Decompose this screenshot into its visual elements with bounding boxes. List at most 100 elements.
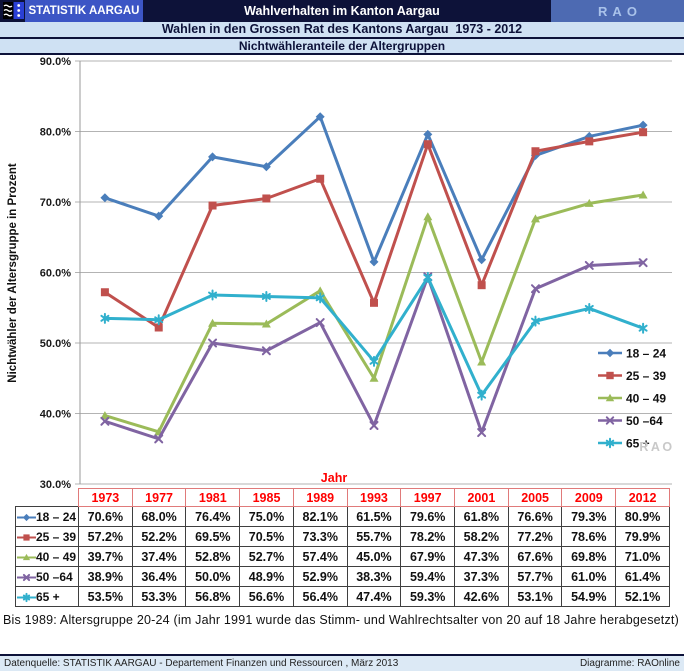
marker-square — [477, 281, 486, 290]
value-cell: 82.1% — [292, 506, 348, 527]
y-tick-label: 90.0% — [40, 56, 71, 68]
marker-square — [531, 147, 540, 156]
value-cell: 52.1% — [615, 586, 670, 607]
value-cell: 52.8% — [185, 546, 241, 567]
marker-square — [262, 194, 271, 203]
marker-square — [639, 128, 648, 137]
value-cell: 71.0% — [615, 546, 670, 567]
series-label: 40 – 49 — [36, 549, 77, 564]
marker-x — [477, 428, 487, 438]
table-row: 40 – 49 39.7% 37.4% 52.8% 52.7% 57.4% 45.0% 67.… — [15, 546, 670, 567]
divider — [0, 53, 684, 55]
marker-x — [605, 416, 615, 425]
value-cell: 79.9% — [615, 526, 670, 547]
value-cell: 78.2% — [400, 526, 456, 547]
legend-item-0: 18 – 24 — [598, 347, 666, 361]
marker-diamond — [208, 152, 218, 162]
year-header: 1989 — [292, 488, 348, 507]
value-cell: 48.9% — [239, 566, 294, 587]
year-header: 2009 — [561, 488, 617, 507]
series-line-0 — [103, 115, 645, 264]
value-cell: 61.8% — [454, 506, 509, 527]
value-cell: 59.3% — [400, 586, 456, 607]
value-cell: 80.9% — [615, 506, 670, 527]
table-row: 50 –64 38.9% 36.4% 50.0% 48.9% 52.9% 38.3% 59.4… — [15, 566, 670, 587]
y-tick-label: 70.0% — [40, 197, 71, 209]
year-header: 1981 — [185, 488, 241, 507]
value-cell: 70.5% — [239, 526, 294, 547]
marker-x — [369, 420, 379, 430]
legend-label: 65 + — [626, 437, 650, 451]
marker-diamond — [369, 257, 379, 267]
value-cell: 77.2% — [507, 526, 563, 547]
year-header: 1973 — [78, 488, 133, 507]
footer-bar: Datenquelle: STATISTIK AARGAU - Departem… — [0, 654, 684, 671]
value-cell: 58.2% — [454, 526, 509, 547]
table-row: 65 + 53.5% 53.3% 56.8% 56.6% 56.4% 47.4% 59.3% 4… — [15, 586, 670, 607]
table-corner-cell — [16, 489, 79, 507]
legend-label: 25 – 39 — [626, 369, 666, 383]
value-cell: 53.3% — [131, 586, 187, 607]
brand-badge: STATISTIK AARGAU — [25, 0, 143, 22]
marker-triangle — [100, 411, 110, 420]
footnote: Bis 1989: Altersgruppe 20-24 (im Jahr 19… — [3, 613, 679, 627]
x-icon — [17, 573, 36, 581]
marker-diamond — [315, 112, 325, 122]
value-cell: 38.9% — [78, 566, 133, 587]
legend-label: 18 – 24 — [626, 347, 666, 361]
value-cell: 57.4% — [292, 546, 348, 567]
aargau-flag-icon — [3, 2, 24, 19]
marker-square — [585, 137, 594, 146]
marker-diamond — [638, 120, 648, 130]
value-cell: 52.9% — [292, 566, 348, 587]
y-tick-label: 50.0% — [40, 338, 71, 350]
y-tick-label: 40.0% — [40, 409, 71, 421]
year-header: 1985 — [239, 488, 294, 507]
value-cell: 37.4% — [131, 546, 187, 567]
marker-square — [208, 201, 217, 210]
value-cell: 78.6% — [561, 526, 617, 547]
marker-square — [100, 288, 109, 297]
value-cell: 61.4% — [615, 566, 670, 587]
rao-watermark: RAO — [639, 440, 674, 454]
marker-triangle — [369, 373, 379, 382]
series-line-1 — [103, 130, 645, 329]
marker-diamond — [100, 193, 110, 203]
marker-triangle — [638, 190, 648, 199]
value-cell: 57.7% — [507, 566, 563, 587]
series-label: 18 – 24 — [36, 509, 77, 524]
value-cell: 56.6% — [239, 586, 294, 607]
legend-label: 50 –64 — [626, 414, 663, 428]
marker-diamond — [154, 211, 164, 221]
value-cell: 47.3% — [454, 546, 509, 567]
value-cell: 38.3% — [346, 566, 402, 587]
value-cell: 47.4% — [346, 586, 402, 607]
series-label-cell: 65 + — [15, 586, 79, 607]
value-cell: 67.9% — [400, 546, 456, 567]
marker-triangle — [22, 553, 31, 560]
triangle-icon — [17, 553, 36, 560]
value-cell: 57.2% — [78, 526, 133, 547]
marker-x — [261, 346, 271, 356]
marker-asterisk — [154, 314, 164, 326]
marker-triangle — [208, 318, 218, 327]
square-icon — [17, 533, 36, 541]
diamond-icon — [17, 513, 36, 521]
series-line-3 — [103, 261, 645, 441]
chart-title: Wahlen in den Grossen Rat des Kantons Aa… — [0, 22, 684, 37]
marker-diamond — [477, 255, 487, 265]
chart-subtitle: Nichtwähleranteile der Altergruppen — [0, 39, 684, 53]
value-cell: 75.0% — [239, 506, 294, 527]
legend-item-1: 25 – 39 — [598, 369, 666, 383]
value-cell: 76.6% — [507, 506, 563, 527]
series-label-cell: 40 – 49 — [15, 546, 79, 567]
value-cell: 53.5% — [78, 586, 133, 607]
marker-triangle — [605, 393, 615, 402]
marker-square — [606, 371, 614, 380]
marker-asterisk — [315, 292, 325, 304]
rao-logo: RAO — [551, 0, 684, 22]
value-cell: 67.6% — [507, 546, 563, 567]
y-axis-title: Nichtwähler der Altersgruppe in Prozent — [7, 163, 19, 383]
series-label-cell: 50 –64 — [15, 566, 79, 587]
value-cell: 56.8% — [185, 586, 241, 607]
